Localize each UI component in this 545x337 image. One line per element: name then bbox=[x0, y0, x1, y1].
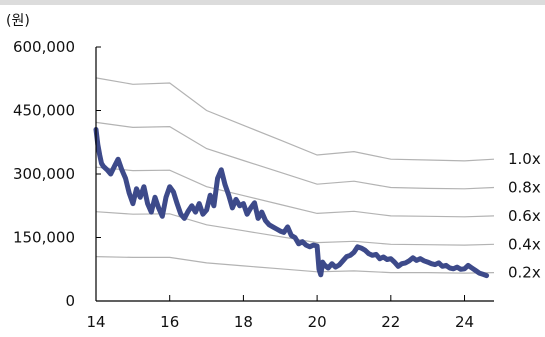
y-tick-label: 450,000 bbox=[13, 102, 75, 120]
y-tick-label: 0 bbox=[65, 292, 75, 310]
band-label-0-4x: 0.4x bbox=[508, 235, 541, 253]
x-tick-label: 16 bbox=[160, 313, 179, 331]
x-tick-label: 14 bbox=[86, 313, 105, 331]
band-label-0-6x: 0.6x bbox=[508, 207, 541, 225]
top-border bbox=[0, 0, 545, 5]
x-tick-label: 24 bbox=[455, 313, 474, 331]
price-line bbox=[93, 127, 490, 279]
band-label-1-0x: 1.0x bbox=[508, 150, 541, 168]
unit-label: (원) bbox=[6, 13, 30, 29]
band-line-0-8x bbox=[95, 121, 495, 190]
y-tick-label: 300,000 bbox=[13, 165, 75, 183]
band-line-0-2x bbox=[95, 256, 495, 274]
axes: 0 150,000 300,000 450,000 600,000 14 16 18 20 22 2… bbox=[13, 38, 494, 331]
band-labels: 1.0x 0.8x 0.6x 0.4x 0.2x bbox=[508, 150, 541, 281]
pbr-bands bbox=[95, 77, 495, 274]
y-tick-label: 150,000 bbox=[13, 229, 75, 247]
band-line-1-0x bbox=[95, 77, 495, 162]
price-series bbox=[93, 127, 490, 279]
x-tick-label: 22 bbox=[381, 313, 400, 331]
y-tick-label: 600,000 bbox=[13, 38, 75, 56]
x-tick-label: 20 bbox=[308, 313, 327, 331]
x-tick-label: 18 bbox=[234, 313, 253, 331]
band-line-0-6x bbox=[95, 166, 495, 218]
band-label-0-2x: 0.2x bbox=[508, 264, 541, 282]
band-label-0-8x: 0.8x bbox=[508, 179, 541, 197]
